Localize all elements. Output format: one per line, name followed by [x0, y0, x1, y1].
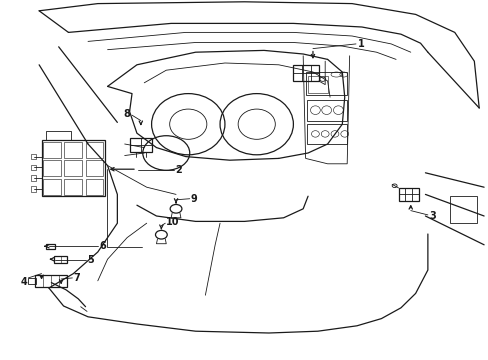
Text: 8: 8 [123, 109, 130, 120]
Bar [306, 124, 346, 144]
Bar [43, 142, 61, 158]
Bar [307, 76, 327, 93]
Bar [35, 275, 67, 287]
Bar [64, 161, 82, 176]
Text: 6: 6 [99, 240, 106, 251]
Text: 7: 7 [73, 273, 80, 283]
Text: 2: 2 [175, 165, 182, 175]
Text: 5: 5 [87, 255, 94, 265]
Bar [46, 244, 55, 249]
Text: 10: 10 [166, 217, 180, 228]
Bar [306, 100, 346, 121]
Bar [31, 186, 36, 192]
Text: 4: 4 [20, 276, 27, 287]
Bar [31, 175, 36, 181]
Bar [85, 179, 103, 195]
Text: 9: 9 [190, 194, 197, 204]
Bar [54, 256, 67, 263]
Bar [85, 161, 103, 176]
Bar [31, 154, 36, 159]
Bar [85, 142, 103, 158]
Bar [130, 138, 151, 152]
Bar [43, 161, 61, 176]
Bar [31, 165, 36, 170]
Bar [28, 278, 36, 284]
Bar [293, 65, 318, 81]
Bar [305, 72, 346, 95]
Bar [64, 142, 82, 158]
Bar [449, 196, 476, 223]
Text: 1: 1 [358, 39, 365, 49]
Text: 3: 3 [428, 211, 435, 221]
Bar [41, 140, 105, 196]
Bar [398, 188, 418, 201]
Bar [43, 179, 61, 195]
Bar [64, 179, 82, 195]
